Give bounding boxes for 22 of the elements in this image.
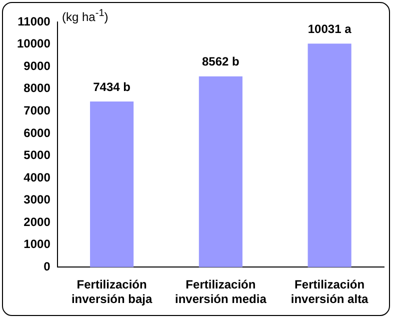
y-tick-label: 3000 xyxy=(24,192,51,207)
y-tick-label: 10000 xyxy=(16,36,51,51)
y-tick-label: 7000 xyxy=(24,103,51,118)
y-tick-label: 0 xyxy=(44,260,51,274)
y-tick-label: 2000 xyxy=(24,214,51,229)
y-tick-label: 8000 xyxy=(24,81,51,96)
y-tick-label: 1000 xyxy=(24,237,51,252)
data-label: 8562 b xyxy=(202,54,240,69)
bar xyxy=(308,44,352,268)
bar xyxy=(198,76,242,268)
x-tick-label: Fertilización inversión baja xyxy=(71,278,152,306)
y-tick-label: 9000 xyxy=(24,58,51,73)
y-tick-label: 11000 xyxy=(18,14,51,28)
data-label: 10031 a xyxy=(308,22,352,36)
y-axis-title: (kg ha$^{-1}$) xyxy=(62,8,108,24)
y-tick-label: 6000 xyxy=(24,126,51,140)
y-tick-label: 4000 xyxy=(24,170,51,184)
x-tick-label: Fertilización inversión media xyxy=(174,278,267,306)
data-label: 7434 b xyxy=(93,80,130,94)
x-tick-label: Fertilización inversión alta xyxy=(290,278,369,306)
bar xyxy=(90,101,134,268)
y-tick-label: 5000 xyxy=(24,148,51,162)
